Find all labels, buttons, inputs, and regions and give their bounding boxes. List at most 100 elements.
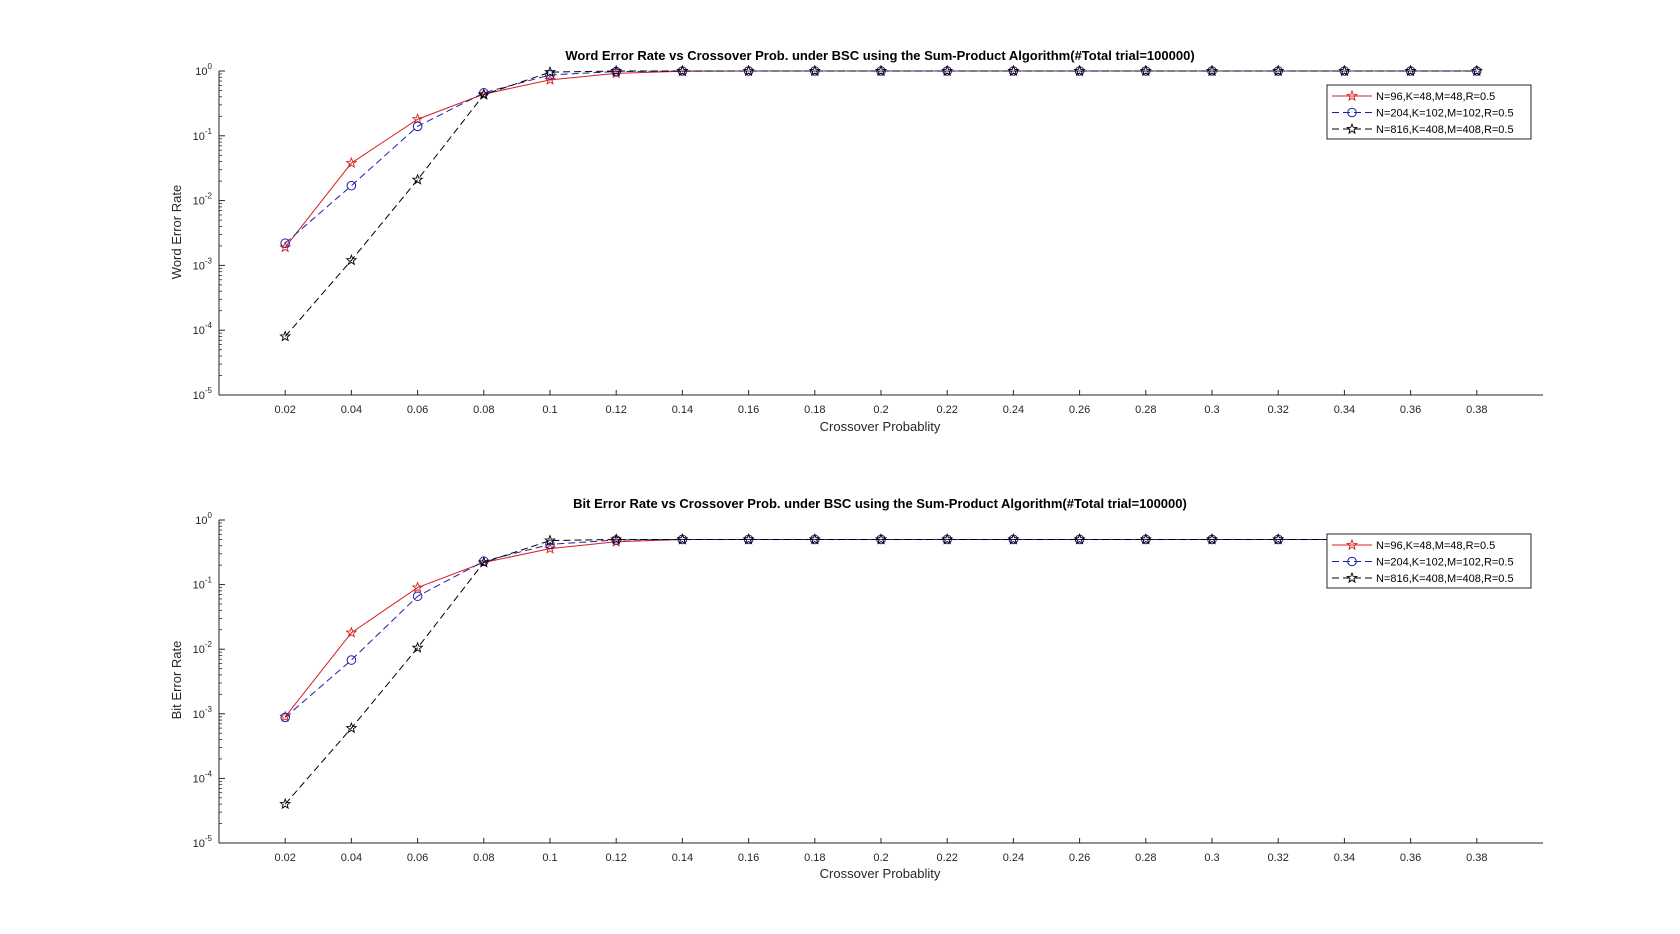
data-point [412,591,423,602]
legend-entry-label: N=816,K=408,M=408,R=0.5 [1376,124,1514,136]
y-tick-label: 10-5 [193,386,213,402]
x-tick-label: 0.18 [804,404,825,416]
x-tick-label: 0.32 [1267,404,1288,416]
x-tick-label: 0.2 [873,852,888,864]
data-point [544,534,556,546]
data-point [279,797,292,810]
data-point [808,64,821,77]
series-line-2 [284,538,1477,718]
y-tick-label: 10-4 [193,321,213,337]
x-tick-label: 0.08 [473,404,494,416]
x-tick-label: 0.38 [1466,852,1487,864]
x-tick-label: 0.3 [1204,852,1219,864]
data-point [346,655,357,665]
x-tick-label: 0.04 [341,852,362,864]
data-point [411,641,424,653]
data-point [1338,64,1351,77]
data-point [477,87,490,100]
x-tick-label: 0.28 [1135,852,1156,864]
y-tick-label: 10-3 [193,256,213,272]
x-tick-label: 0.08 [473,852,494,864]
data-point [1272,64,1285,77]
x-tick-label: 0.14 [672,852,693,864]
x-tick-label: 0.18 [804,852,825,864]
x-tick-label: 0.34 [1334,404,1355,416]
data-point [1404,64,1417,77]
word-error-rate-panel: Word Error Rate vs Crossover Prob. under… [169,48,1543,434]
x-tick-label: 0.16 [738,404,759,416]
data-point [1206,64,1218,77]
x-tick-label: 0.2 [873,404,888,416]
data-point [1073,64,1086,77]
x-tick-label: 0.14 [672,404,693,416]
legend-marker [1346,89,1358,102]
data-point [941,533,954,545]
data-point [610,64,623,77]
legend: N=96,K=48,M=48,R=0.5 N=204,K=102,M=102,R=… [1326,84,1532,140]
x-tick-label: 0.12 [605,404,626,416]
legend-marker [1347,556,1357,567]
y-tick-label: 100 [195,511,212,527]
series-line-3 [284,538,1477,805]
data-point [477,88,490,100]
data-point [1007,533,1020,545]
legend-marker [1346,122,1358,135]
data-point [610,533,623,545]
x-tick-label: 0.22 [936,404,957,416]
data-point [1470,64,1483,77]
data-point [875,64,887,77]
data-point [1139,64,1152,77]
x-tick-label: 0.04 [341,404,362,416]
data-point [545,70,555,80]
x-tick-label: 0.34 [1334,852,1355,864]
data-point [411,112,424,125]
legend-entry-label: N=204,K=102,M=102,R=0.5 [1376,108,1514,120]
legend-entry-label: N=204,K=102,M=102,R=0.5 [1376,557,1514,569]
series-line-3 [284,70,1477,337]
data-point [544,73,556,85]
legend: N=96,K=48,M=48,R=0.5 N=204,K=102,M=102,R=… [1326,533,1532,589]
data-point [345,253,358,266]
data-point [1073,533,1086,545]
data-point [411,581,424,593]
y-tick-label: 10-2 [193,640,213,656]
data-point [676,533,689,545]
legend-marker [1347,107,1357,118]
x-axis-label: Crossover Probablity [820,866,941,881]
x-tick-label: 0.32 [1267,852,1288,864]
legend-marker [1346,571,1358,584]
bit-error-rate-panel: Bit Error Rate vs Crossover Prob. under … [169,496,1543,881]
chart-title: Word Error Rate vs Crossover Prob. under… [565,48,1194,63]
x-tick-label: 0.36 [1400,404,1421,416]
y-tick-label: 10-3 [193,705,213,721]
legend-entry-label: N=96,K=48,M=48,R=0.5 [1376,91,1495,103]
x-tick-label: 0.22 [936,852,957,864]
legend-entry-label: N=816,K=408,M=408,R=0.5 [1376,573,1514,585]
data-point [544,65,556,78]
data-point [676,64,689,77]
chart-title: Bit Error Rate vs Crossover Prob. under … [573,496,1187,511]
x-tick-label: 0.1 [542,852,557,864]
x-tick-label: 0.26 [1069,404,1090,416]
legend-marker [1346,538,1358,551]
data-point [1007,64,1020,77]
y-tick-label: 10-1 [193,576,213,592]
data-point [345,626,358,638]
x-tick-label: 0.3 [1204,404,1219,416]
x-tick-label: 0.24 [1003,852,1024,864]
data-point [1206,533,1218,545]
data-point [875,533,887,545]
data-point [279,330,292,342]
data-point [411,173,424,185]
x-tick-label: 0.28 [1135,404,1156,416]
data-point [742,533,755,545]
data-point [346,180,357,191]
data-point [1272,533,1285,545]
legend-entry-label: N=96,K=48,M=48,R=0.5 [1376,540,1495,552]
x-tick-label: 0.1 [542,404,557,416]
data-point [1139,533,1152,545]
y-tick-label: 10-4 [193,769,213,785]
x-tick-label: 0.02 [274,852,295,864]
